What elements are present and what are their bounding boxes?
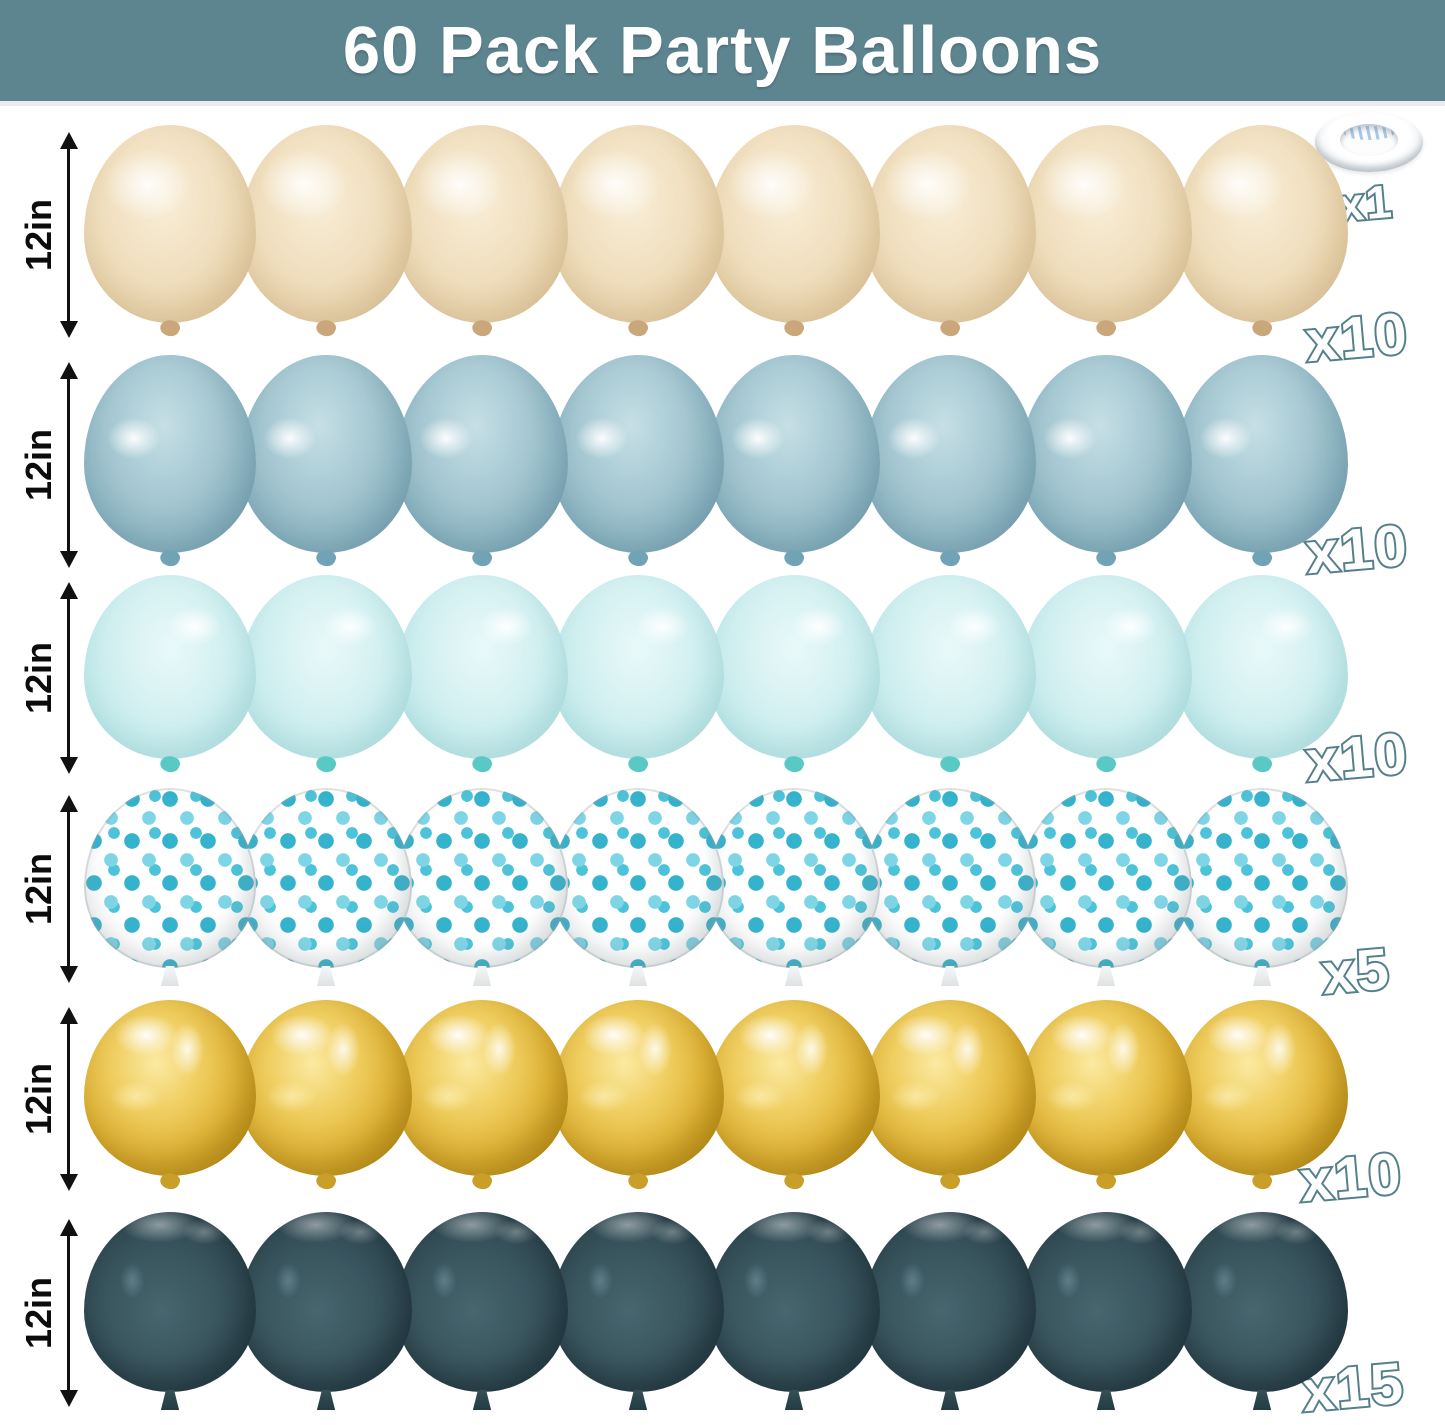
balloon-row-gold: 12in: [18, 1000, 1348, 1198]
balloon-gold: [1020, 1000, 1192, 1176]
balloon-gold: [84, 1000, 256, 1176]
balloon-confetti: [396, 788, 568, 968]
balloon-confetti: [84, 788, 256, 968]
balloon-cream: [84, 125, 256, 323]
balloon-dusty-blue: [1176, 355, 1348, 553]
measure-arrow-icon: [67, 147, 70, 323]
count-badge-confetti: x5: [1317, 934, 1395, 1009]
size-text: 12in: [18, 641, 59, 715]
balloon-row-light-blue: 12in: [18, 575, 1348, 781]
size-text: 12in: [18, 1276, 59, 1350]
balloon-gold: [240, 1000, 412, 1176]
balloon-dark-teal: [552, 1212, 724, 1392]
balloon-gold: [396, 1000, 568, 1176]
measure-arrow-icon: [67, 810, 70, 968]
balloon-dark-teal: [1020, 1212, 1192, 1392]
balloon-light-blue: [552, 575, 724, 759]
size-label: 12in: [18, 1000, 85, 1198]
title-banner: 60 Pack Party Balloons: [0, 0, 1445, 106]
balloon-dusty-blue: [240, 355, 412, 553]
measure-arrow-icon: [67, 377, 70, 553]
balloon-dark-teal: [396, 1212, 568, 1392]
balloon-gold: [552, 1000, 724, 1176]
balloon-row-confetti: 12in: [18, 788, 1348, 990]
balloon-dusty-blue: [708, 355, 880, 553]
balloon-confetti: [240, 788, 412, 968]
page-title: 60 Pack Party Balloons: [342, 13, 1103, 88]
size-label: 12in: [18, 1212, 85, 1414]
ribbon-roll: [1315, 112, 1423, 172]
balloon-cream: [552, 125, 724, 323]
balloon-light-blue: [1020, 575, 1192, 759]
count-badge-cream: x10: [1301, 299, 1413, 377]
size-label: 12in: [18, 355, 85, 575]
size-text: 12in: [18, 852, 59, 926]
ribbon-print-marks: [1344, 125, 1394, 140]
balloon-cream: [864, 125, 1036, 323]
size-text: 12in: [18, 198, 59, 272]
balloon-dusty-blue: [396, 355, 568, 553]
balloon-dusty-blue: [552, 355, 724, 553]
balloon-light-blue: [864, 575, 1036, 759]
balloon-row-dusty-blue: 12in: [18, 355, 1348, 575]
balloon-row-cream: 12in: [18, 125, 1348, 345]
balloon-light-blue: [708, 575, 880, 759]
balloon-confetti: [864, 788, 1036, 968]
size-label: 12in: [18, 575, 85, 781]
balloon-light-blue: [84, 575, 256, 759]
balloon-dusty-blue: [1020, 355, 1192, 553]
balloon-confetti: [552, 788, 724, 968]
balloon-row-dark-teal: 12in: [18, 1212, 1348, 1414]
balloon-light-blue: [1176, 575, 1348, 759]
size-label: 12in: [18, 125, 85, 345]
size-label: 12in: [18, 788, 85, 990]
balloon-confetti: [708, 788, 880, 968]
balloon-cream: [1176, 125, 1348, 323]
balloon-dark-teal: [84, 1212, 256, 1392]
ribbon-roll-hole: [1340, 123, 1398, 156]
balloon-confetti: [1176, 788, 1348, 968]
measure-arrow-icon: [67, 597, 70, 759]
balloon-gold: [1176, 1000, 1348, 1176]
balloon-cream: [1020, 125, 1192, 323]
balloon-gold: [864, 1000, 1036, 1176]
balloon-confetti: [1020, 788, 1192, 968]
balloon-cream: [240, 125, 412, 323]
balloon-gold: [708, 1000, 880, 1176]
balloon-dark-teal: [864, 1212, 1036, 1392]
size-text: 12in: [18, 1062, 59, 1136]
balloon-light-blue: [396, 575, 568, 759]
balloon-cream: [708, 125, 880, 323]
balloon-dusty-blue: [864, 355, 1036, 553]
measure-arrow-icon: [67, 1022, 70, 1176]
balloon-cream: [396, 125, 568, 323]
balloon-dark-teal: [240, 1212, 412, 1392]
balloon-dusty-blue: [84, 355, 256, 553]
balloon-dark-teal: [1176, 1212, 1348, 1392]
balloon-dark-teal: [708, 1212, 880, 1392]
measure-arrow-icon: [67, 1234, 70, 1392]
size-text: 12in: [18, 428, 59, 502]
balloon-light-blue: [240, 575, 412, 759]
